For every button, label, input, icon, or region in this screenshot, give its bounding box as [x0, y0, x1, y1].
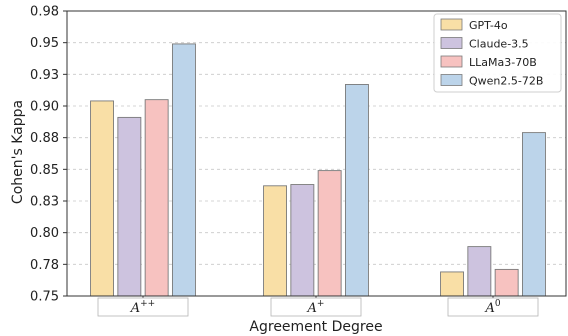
bar	[317, 170, 342, 297]
legend: GPT-4o Claude-3.5 LLaMa3-70B Qwen2.5-72B	[433, 13, 562, 93]
legend-label: LLaMa3-70B	[469, 56, 537, 69]
bar	[467, 246, 492, 297]
category-label: A++	[130, 299, 155, 316]
category-label-box	[447, 297, 539, 317]
legend-swatch	[440, 74, 463, 86]
y-tick-label: 0.78	[30, 258, 59, 273]
bar	[144, 99, 169, 297]
category-label-box	[270, 297, 362, 317]
x-category-labels: A++ A+ A0	[97, 296, 539, 317]
bar	[117, 116, 142, 297]
category-label: A+	[307, 299, 325, 316]
y-tick-label: 0.90	[30, 100, 59, 115]
bar	[90, 100, 115, 297]
bar	[263, 185, 287, 297]
bar	[494, 268, 519, 297]
y-tick-label: 0.75	[30, 290, 59, 305]
y-tick-label: 0.85	[30, 163, 59, 178]
x-axis-label: Agreement Degree	[249, 319, 382, 335]
y-tick-label: 0.83	[30, 195, 59, 210]
legend-label: Claude-3.5	[469, 38, 529, 51]
bars	[90, 43, 546, 297]
y-tick-label: 0.80	[30, 226, 59, 241]
bar	[290, 184, 315, 297]
y-tick-label: 0.88	[30, 131, 59, 146]
category-label: A0	[484, 299, 500, 316]
bar	[171, 43, 196, 297]
category-label-box	[97, 297, 189, 317]
legend-swatch	[440, 37, 463, 49]
legend-swatch	[440, 18, 463, 31]
legend-label: GPT-4o	[469, 19, 508, 32]
y-tick-label: 0.98	[30, 5, 59, 20]
y-tick-label: 0.93	[30, 68, 59, 83]
legend-swatch	[440, 55, 463, 68]
bar	[345, 84, 369, 297]
y-axis-label: Cohen's Kappa	[10, 100, 26, 204]
bar	[440, 271, 464, 297]
legend-box	[433, 13, 562, 93]
y-tick-labels: 0.75 0.78 0.80 0.83 0.85 0.88 0.90 0.93 0.95 0.98	[30, 5, 67, 305]
y-tick-label: 0.95	[30, 36, 59, 51]
legend-label: Qwen2.5-72B	[469, 75, 543, 88]
bar	[522, 132, 546, 297]
